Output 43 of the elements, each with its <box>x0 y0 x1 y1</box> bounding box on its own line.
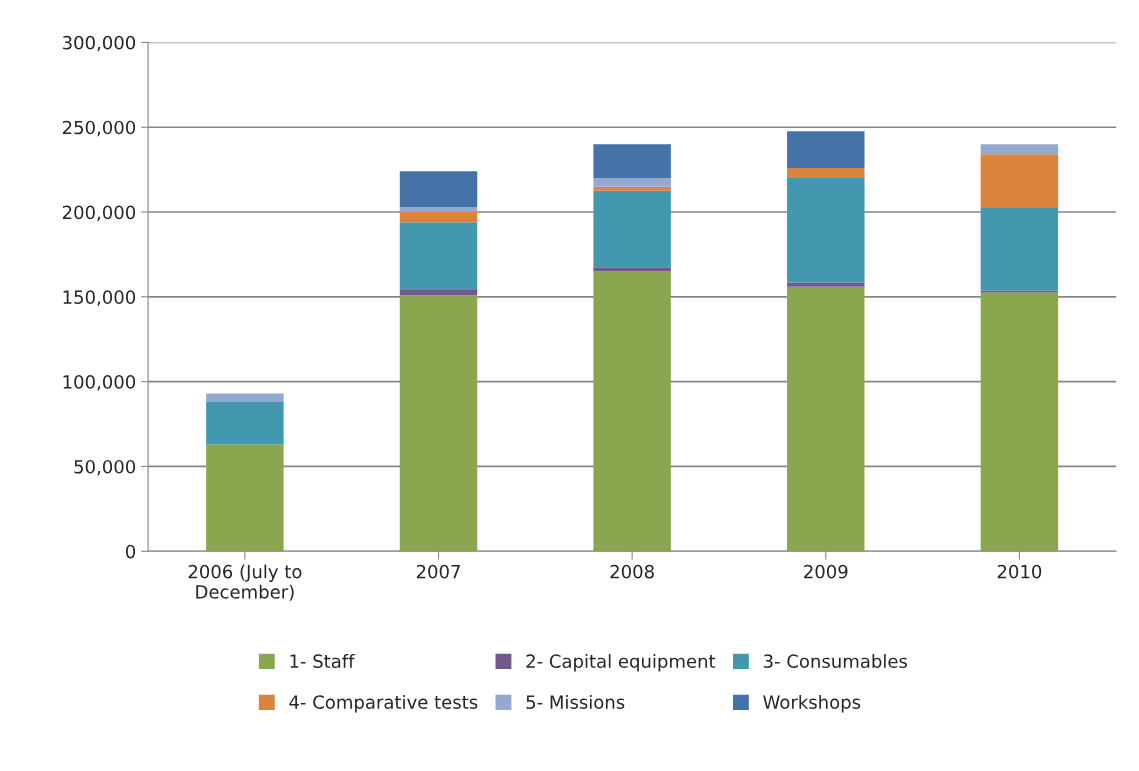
bar <box>593 186 671 191</box>
x-tick-label: 2008 <box>610 564 654 579</box>
bar <box>593 190 671 268</box>
legend-label: 3- Consumables <box>763 654 908 668</box>
bar <box>787 286 865 552</box>
bar <box>399 212 478 223</box>
bar <box>593 267 671 272</box>
y-tick-label: 150,000 <box>63 290 136 306</box>
y-tick-label: 250,000 <box>62 120 136 137</box>
legend-label: Workshops <box>763 694 861 713</box>
y-tick-label: 200,000 <box>62 205 136 221</box>
legend-label: 1- Staff <box>290 654 355 668</box>
y-tick-label: 0 <box>125 544 136 559</box>
bar <box>980 208 1059 291</box>
x-tick-label: 2007 <box>416 564 460 579</box>
bar <box>206 444 284 552</box>
bar <box>399 295 478 552</box>
y-tick-label: 300,000 <box>62 35 136 52</box>
bar <box>787 131 865 168</box>
bar <box>980 144 1059 155</box>
y-tick-label: 50,000 <box>74 459 136 476</box>
legend-label: 4- Comparative tests <box>289 694 478 713</box>
bar <box>980 154 1059 209</box>
bar <box>399 171 478 207</box>
bar <box>593 178 671 187</box>
y-tick-label: 100,000 <box>63 375 136 391</box>
legend-label: 2- Capital equipment <box>526 654 716 672</box>
bar <box>980 292 1059 552</box>
bar <box>206 393 284 402</box>
bar <box>593 271 671 552</box>
bar <box>399 290 478 296</box>
x-tick-label: 2006 (July to December) <box>188 564 302 601</box>
x-tick-label: 2009 <box>804 564 848 579</box>
bar <box>399 206 478 213</box>
bar <box>593 144 671 179</box>
x-tick-label: 2010 <box>997 564 1042 579</box>
bar <box>206 402 284 445</box>
bar <box>787 178 865 283</box>
legend-label: 5- Missions <box>526 694 625 709</box>
bar <box>787 282 865 287</box>
bar <box>399 222 478 291</box>
bar <box>787 167 865 179</box>
bar <box>980 290 1059 293</box>
